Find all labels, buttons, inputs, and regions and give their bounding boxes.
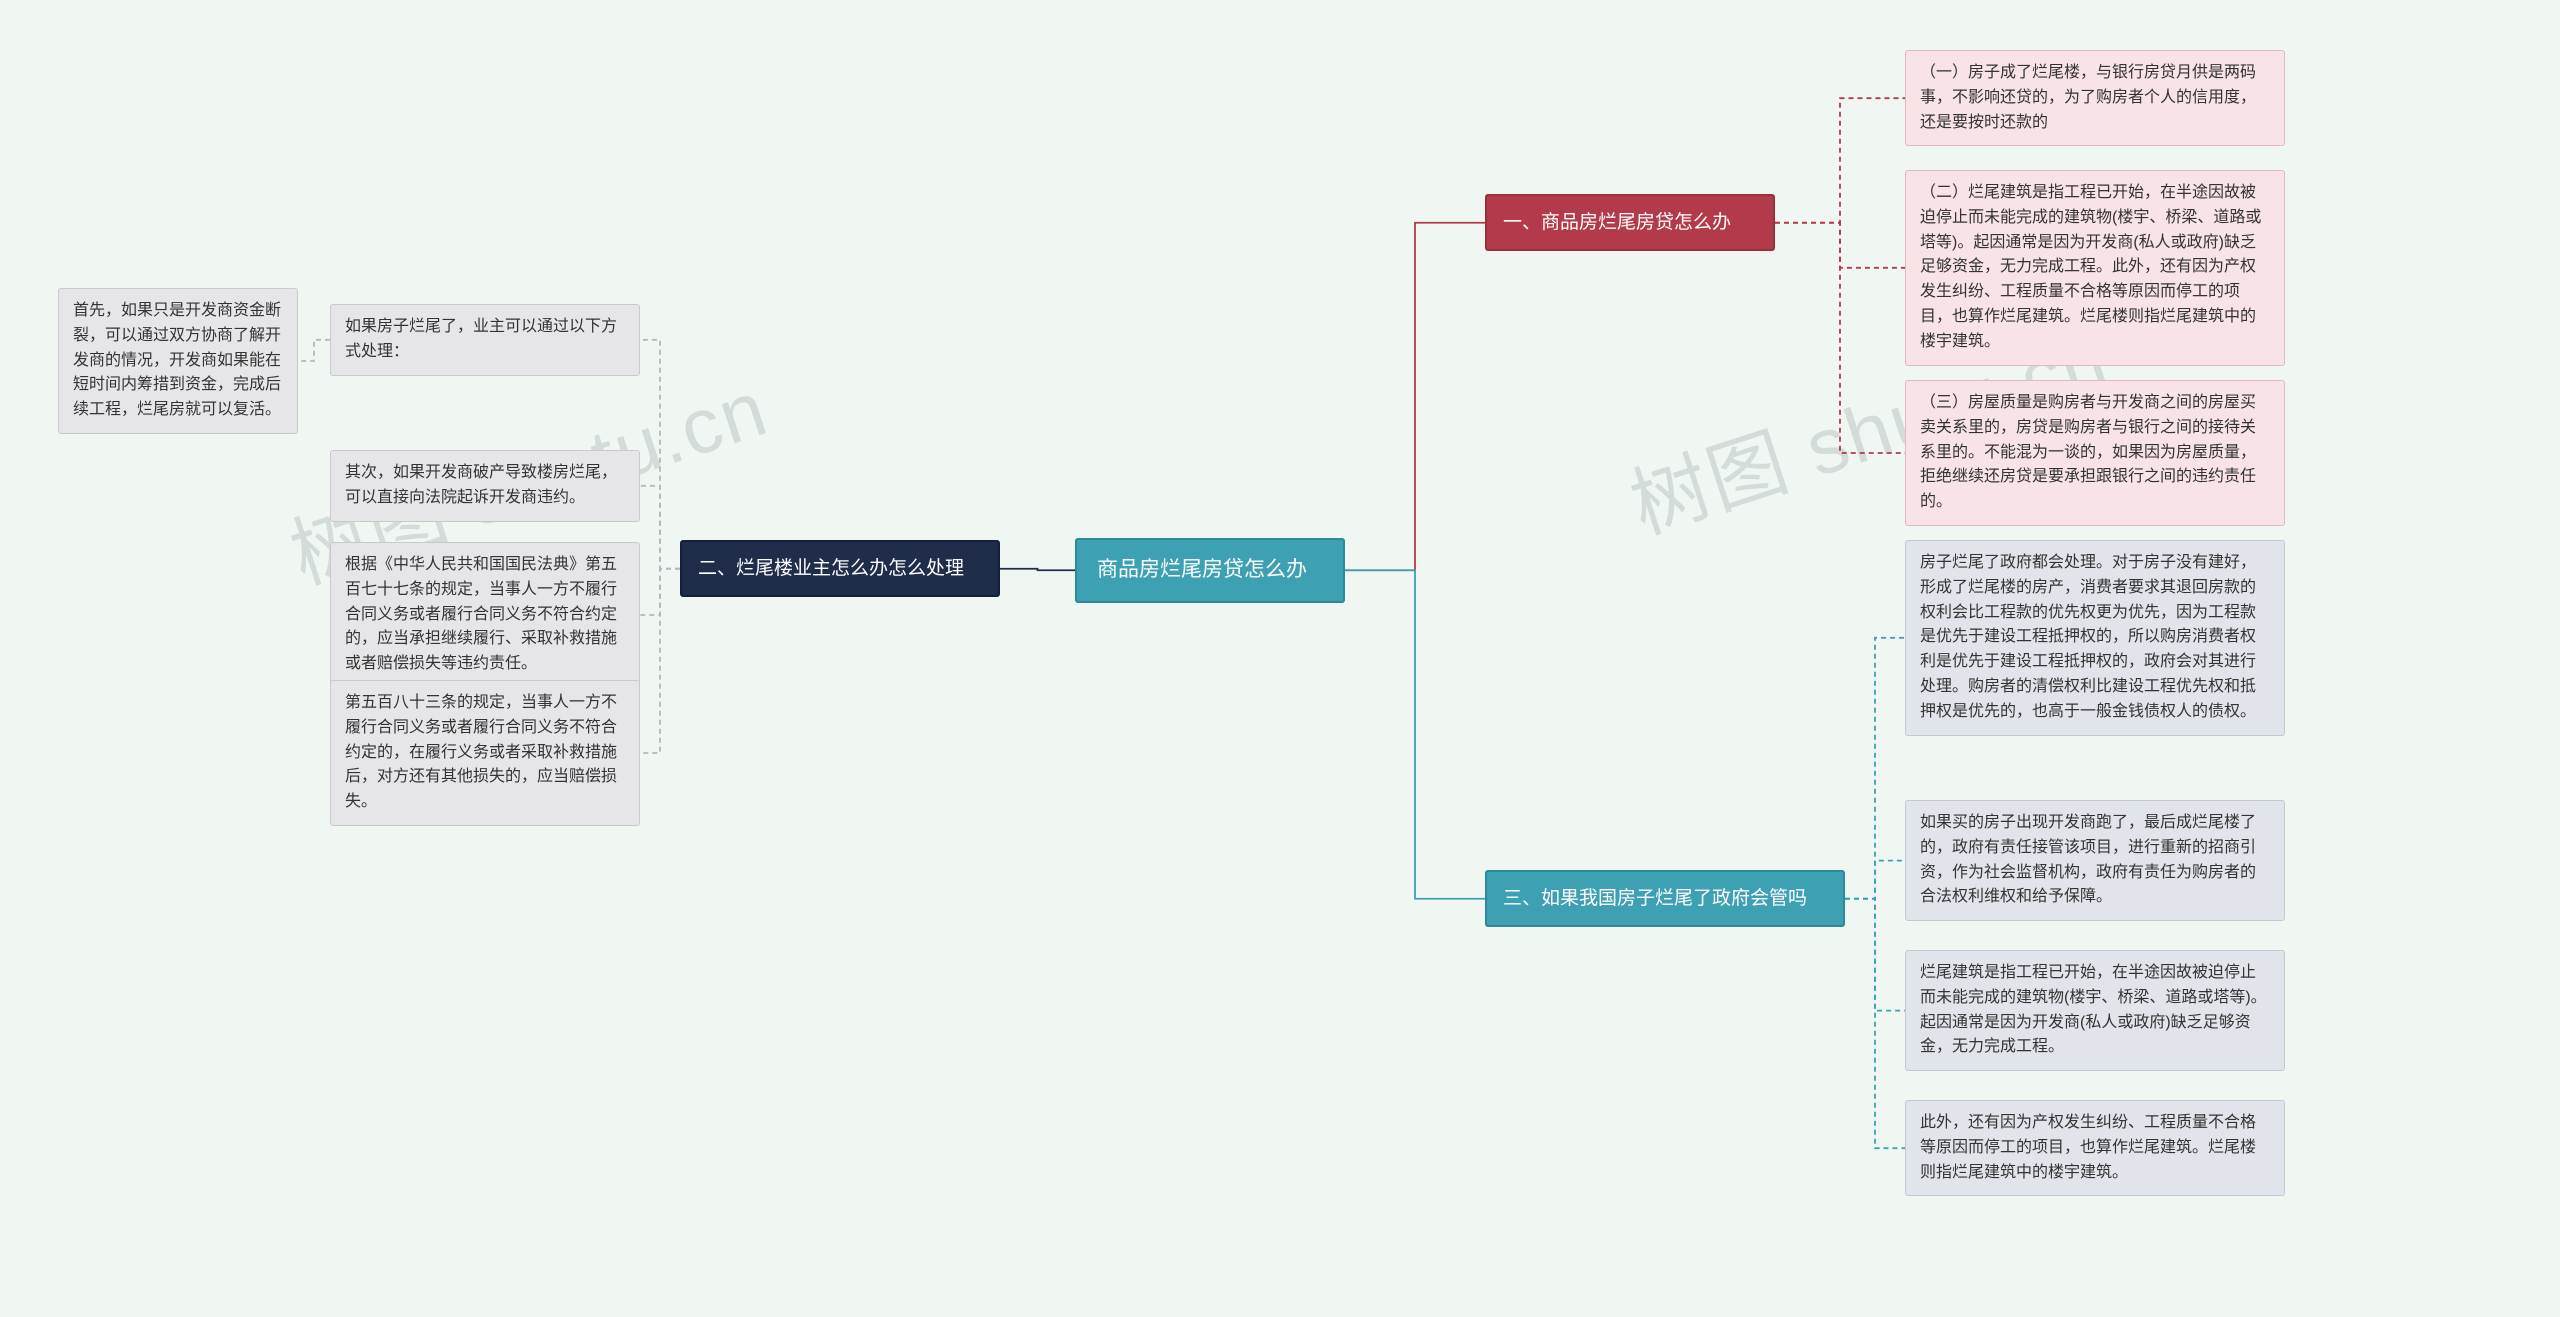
branch-2-leaf-4: 第五百八十三条的规定，当事人一方不履行合同义务或者履行合同义务不符合约定的，在履… <box>330 680 640 826</box>
branch-3-leaf-2: 如果买的房子出现开发商跑了，最后成烂尾楼了的，政府有责任接管该项目，进行重新的招… <box>1905 800 2285 921</box>
branch-1-leaf-2: （二）烂尾建筑是指工程已开始，在半途因故被迫停止而未能完成的建筑物(楼宇、桥梁、… <box>1905 170 2285 366</box>
branch-1-leaf-1: （一）房子成了烂尾楼，与银行房贷月供是两码事，不影响还贷的，为了购房者个人的信用… <box>1905 50 2285 146</box>
branch-3-leaf-1: 房子烂尾了政府都会处理。对于房子没有建好，形成了烂尾楼的房产，消费者要求其退回房… <box>1905 540 2285 736</box>
branch-3-leaf-4: 此外，还有因为产权发生纠纷、工程质量不合格等原因而停工的项目，也算作烂尾建筑。烂… <box>1905 1100 2285 1196</box>
branch-2-leaf-3: 根据《中华人民共和国国民法典》第五百七十七条的规定，当事人一方不履行合同义务或者… <box>330 542 640 688</box>
branch-2-leaf-1: 如果房子烂尾了，业主可以通过以下方式处理： <box>330 304 640 376</box>
branch-3[interactable]: 三、如果我国房子烂尾了政府会管吗 <box>1485 870 1845 927</box>
branch-2-leaf-2: 其次，如果开发商破产导致楼房烂尾，可以直接向法院起诉开发商违约。 <box>330 450 640 522</box>
branch-2[interactable]: 二、烂尾楼业主怎么办怎么处理 <box>680 540 1000 597</box>
branch-1[interactable]: 一、商品房烂尾房贷怎么办 <box>1485 194 1775 251</box>
branch-1-leaf-3: （三）房屋质量是购房者与开发商之间的房屋买卖关系里的，房贷是购房者与银行之间的接… <box>1905 380 2285 526</box>
branch-2-leaf-1-sub: 首先，如果只是开发商资金断裂，可以通过双方协商了解开发商的情况，开发商如果能在短… <box>58 288 298 434</box>
center-node[interactable]: 商品房烂尾房贷怎么办 <box>1075 538 1345 603</box>
branch-3-leaf-3: 烂尾建筑是指工程已开始，在半途因故被迫停止而未能完成的建筑物(楼宇、桥梁、道路或… <box>1905 950 2285 1071</box>
